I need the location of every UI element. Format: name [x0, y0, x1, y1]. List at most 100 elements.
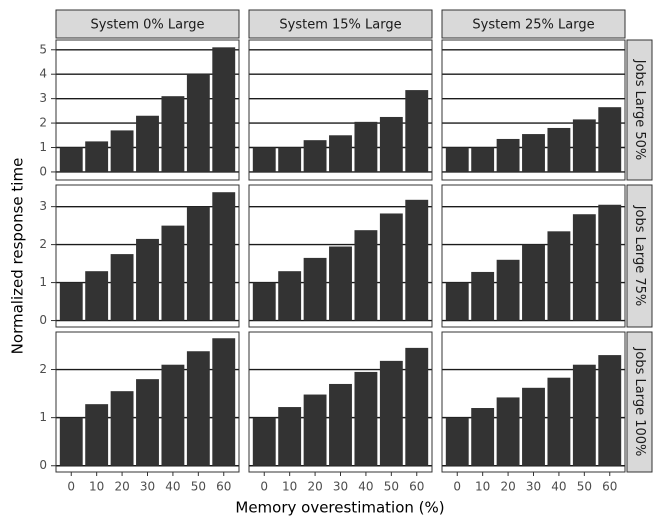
bar	[136, 115, 159, 172]
bar	[598, 355, 622, 466]
bar	[598, 107, 622, 172]
y-tick-label: 1	[39, 140, 47, 154]
bar	[522, 244, 545, 321]
row-label: Jobs Large 75%	[632, 205, 647, 307]
strip-box	[626, 184, 653, 328]
bar	[354, 230, 378, 321]
bar	[186, 351, 210, 466]
y-tick-label: 0	[39, 164, 47, 178]
bar	[136, 379, 159, 466]
bar	[186, 74, 210, 172]
bar	[445, 417, 469, 466]
column-label: System 15% Large	[279, 18, 401, 33]
x-tick-label: 0	[453, 480, 461, 494]
bar	[110, 391, 134, 466]
bar	[59, 282, 83, 321]
x-tick-label: 50	[577, 480, 592, 494]
y-axis-title: Normalized response time	[9, 158, 27, 355]
x-tick-label: 0	[67, 480, 75, 494]
y-tick-label: 4	[39, 67, 47, 81]
bar	[329, 383, 352, 466]
bar	[85, 141, 109, 172]
panel-border	[55, 39, 240, 181]
bar	[303, 140, 327, 172]
panel-border	[248, 184, 433, 328]
bar	[212, 192, 236, 321]
bar	[379, 213, 403, 321]
bar	[405, 90, 429, 172]
bar	[161, 225, 185, 321]
bar	[522, 387, 545, 466]
y-tick-label: 0	[39, 458, 47, 472]
column-label: System 25% Large	[472, 18, 594, 33]
bar	[572, 364, 596, 466]
bar	[186, 206, 210, 321]
bar	[547, 377, 571, 466]
panel-border	[441, 331, 626, 473]
y-tick-label: 2	[39, 362, 47, 376]
x-tick-label: 60	[602, 480, 617, 494]
bar	[110, 130, 134, 172]
row-label: Jobs Large 50%	[632, 59, 647, 161]
bar	[471, 408, 495, 466]
row-label: Jobs Large 100%	[632, 347, 647, 457]
strip-box	[248, 9, 433, 39]
x-tick-label: 60	[216, 480, 231, 494]
bar	[212, 338, 236, 466]
panel-border	[55, 184, 240, 328]
bar	[471, 147, 495, 172]
strip-box	[441, 9, 626, 39]
bar	[354, 121, 378, 172]
x-tick-label: 30	[526, 480, 541, 494]
x-tick-label: 0	[260, 480, 268, 494]
column-label: System 0% Large	[91, 18, 205, 33]
x-tick-label: 10	[282, 480, 297, 494]
x-tick-label: 30	[333, 480, 348, 494]
y-tick-label: 0	[39, 313, 47, 327]
panel-border	[248, 39, 433, 181]
x-axis-title: Memory overestimation (%)	[235, 499, 444, 517]
bar	[598, 204, 622, 321]
bar	[136, 238, 159, 321]
bar	[379, 116, 403, 172]
bar	[303, 257, 327, 321]
panel-border	[441, 39, 626, 181]
bar	[405, 347, 429, 466]
x-tick-label: 60	[409, 480, 424, 494]
bar	[59, 417, 83, 466]
bar	[572, 119, 596, 172]
bar	[278, 271, 302, 321]
panel-border	[248, 331, 433, 473]
bar	[278, 147, 302, 172]
bar	[252, 417, 276, 466]
x-tick-label: 10	[475, 480, 490, 494]
panel-border	[55, 331, 240, 473]
bar	[354, 371, 378, 466]
bar	[522, 134, 545, 172]
bar	[252, 147, 276, 172]
bar	[85, 404, 109, 466]
y-tick-label: 1	[39, 275, 47, 289]
x-tick-label: 40	[165, 480, 180, 494]
bar	[496, 397, 520, 466]
bar	[329, 135, 352, 172]
bar	[85, 271, 109, 321]
y-tick-label: 2	[39, 237, 47, 251]
bar	[303, 394, 327, 466]
x-tick-label: 30	[140, 480, 155, 494]
bar	[252, 282, 276, 321]
x-tick-label: 20	[114, 480, 129, 494]
bar	[161, 364, 185, 466]
bar	[471, 271, 495, 321]
bar	[445, 147, 469, 172]
y-tick-label: 3	[39, 91, 47, 105]
x-tick-label: 10	[89, 480, 104, 494]
x-tick-label: 50	[191, 480, 206, 494]
x-tick-label: 20	[500, 480, 515, 494]
bar	[405, 199, 429, 321]
x-tick-label: 40	[551, 480, 566, 494]
y-tick-label: 3	[39, 199, 47, 213]
strip-box	[626, 39, 653, 181]
y-tick-label: 5	[39, 42, 47, 56]
